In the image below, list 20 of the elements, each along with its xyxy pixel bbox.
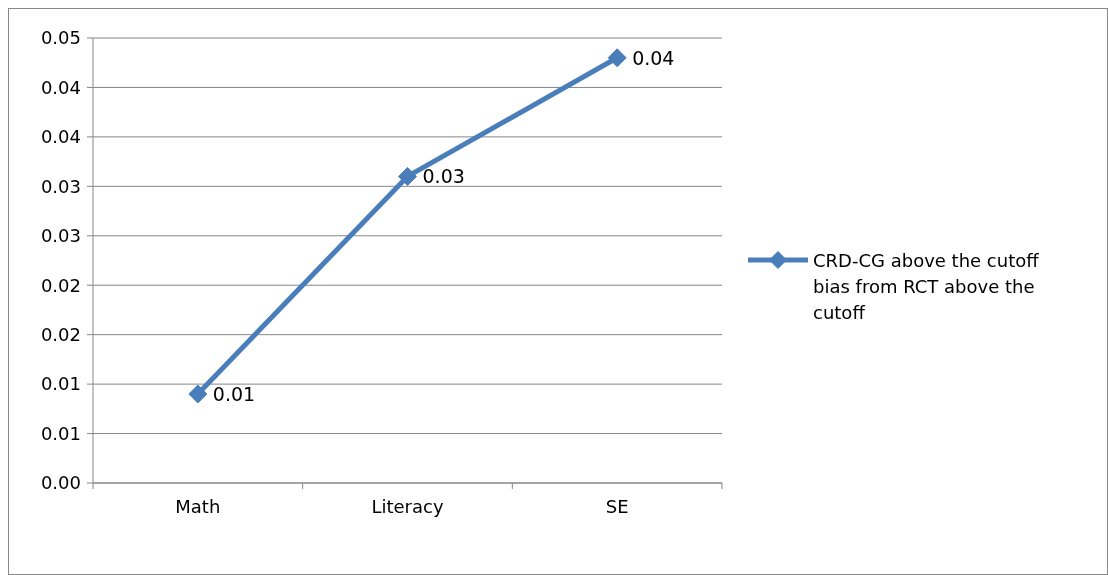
x-tick-label: Literacy xyxy=(371,496,444,517)
y-tick-label: 0.02 xyxy=(40,323,81,345)
x-tick-label: Math xyxy=(175,496,221,517)
y-tick-label: 0.05 xyxy=(40,27,81,49)
point xyxy=(398,166,417,186)
y-tick-label: 0.01 xyxy=(40,373,81,395)
point xyxy=(188,384,208,404)
y-tick-label: 0.01 xyxy=(40,422,81,444)
data-label: 0.01 xyxy=(212,383,256,405)
y-tick-label: 0.03 xyxy=(40,175,81,197)
point xyxy=(607,48,627,68)
y-tick-label: 0.00 xyxy=(40,472,81,494)
y-tick-label: 0.04 xyxy=(40,76,81,98)
data-label: 0.04 xyxy=(632,46,675,69)
legend-label: CRD-CG above the cutoff bias from RCT above the cutoff xyxy=(813,250,1040,323)
y-tick-label: 0.03 xyxy=(40,225,81,247)
x-tick-label: SE xyxy=(605,496,629,517)
y-tick-label: 0.04 xyxy=(40,126,81,148)
data-label: 0.03 xyxy=(422,165,465,188)
y-tick-label: 0.02 xyxy=(40,274,81,296)
